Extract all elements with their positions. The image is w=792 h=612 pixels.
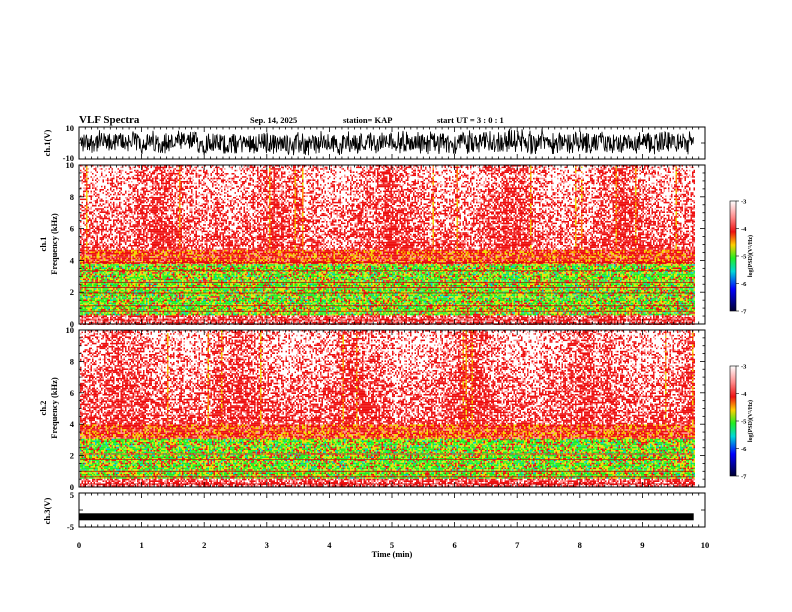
ch1-colorbar-label: log(PSD)(V²/Hz) [747,235,754,277]
ch1-colorbar-ticks: -3 -4 -5 -6 -7 [736,199,747,316]
ch1-ytick-top: 10 [66,123,75,133]
date-label: Sep. 14, 2025 [250,115,297,125]
frequency-tick-label: 2 [70,451,74,461]
frequency-tick-label: 2 [70,287,74,297]
time-tick-label: 6 [452,540,456,550]
frequency-tick-label: 6 [70,224,74,234]
ch2-channel-label: ch.2 [38,401,48,416]
ch1-colorbar [730,201,736,311]
ch3-ytick-bottom: -5 [67,522,74,532]
frequency-tick-label: 8 [70,192,74,202]
start-time-label: start UT = 3 : 0 : 1 [437,115,504,125]
time-tick-label: 0 [77,540,81,550]
figure-title: VLF Spectra [79,114,140,126]
frequency-tick-label: 4 [70,419,75,429]
time-axis-label: Time (min) [372,549,413,559]
ch1-spectrogram-image [80,165,695,325]
ch1-waveform-panel: 10 -10 ch.1(V) [42,123,705,163]
ch3-waveform-frame [79,493,705,527]
time-tick-label: 1 [139,540,143,550]
ch1-frequency-label: Frequency (kHz) [49,213,59,275]
time-tick-label: 4 [327,540,332,550]
frequency-tick-label: 8 [70,356,74,366]
colorbar-tick-label: -7 [741,474,747,481]
colorbar-tick-label: -6 [741,446,747,453]
time-tick-label: 7 [515,540,520,550]
ch1-ylabel: ch.1(V) [42,129,52,156]
frequency-tick-label: 4 [70,255,75,265]
colorbar-tick-label: -4 [741,226,747,233]
colorbar-tick-label: -5 [741,254,747,261]
colorbar-tick-label: -4 [741,391,747,398]
colorbar-tick-label: -6 [741,281,747,288]
ch3-waveform-panel: 5 -5 ch.3(V) [42,490,705,532]
time-tick-label: 9 [640,540,644,550]
time-tick-label: 2 [202,540,206,550]
frequency-tick-label: 6 [70,388,74,398]
ch3-waveform-band [79,513,694,520]
ch1-channel-label: ch.1 [38,237,48,252]
time-tick-label: 10 [701,540,710,550]
frequency-tick-label: 10 [66,325,75,335]
ch3-ylabel: ch.3(V) [42,497,52,524]
frequency-tick-label: 10 [66,160,75,170]
ch3-ytick-top: 5 [70,490,74,500]
time-tick-label: 8 [578,540,582,550]
ch2-frequency-label: Frequency (kHz) [49,377,59,439]
ch2-spectrogram-image [80,330,695,487]
colorbar-tick-label: -3 [741,199,747,206]
ch2-colorbar [730,366,736,476]
time-tick-label: 3 [265,540,269,550]
ch2-colorbar-label: log(PSD)(V²/Hz) [747,400,754,442]
colorbar-tick-label: -3 [741,364,747,371]
station-label: station= KAP [343,115,392,125]
colorbar-tick-label: -7 [741,309,747,316]
ch2-colorbar-ticks: -3 -4 -5 -6 -7 [736,364,747,481]
colorbar-tick-label: -5 [741,419,747,426]
